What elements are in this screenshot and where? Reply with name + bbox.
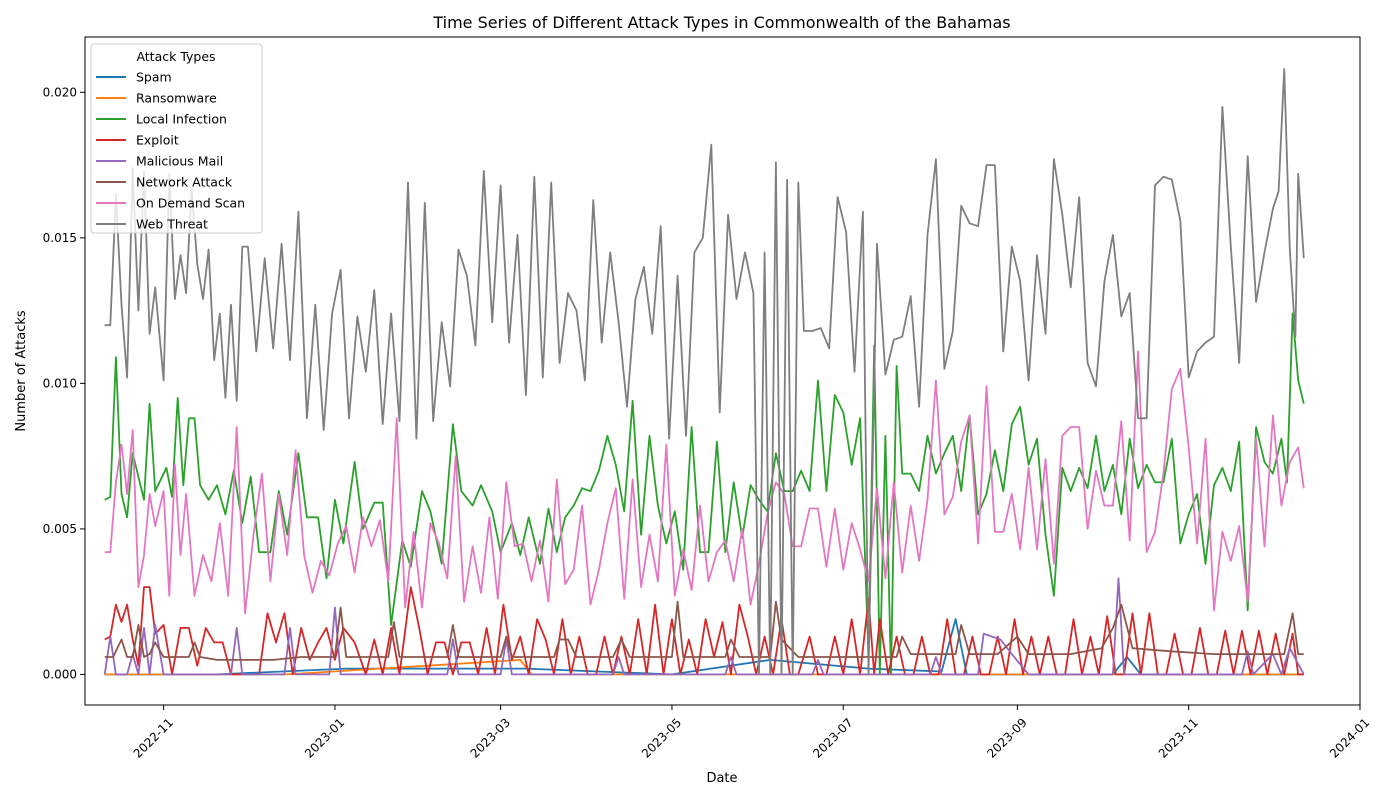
plot-frame (84, 36, 1361, 706)
series-line-web-threat (104, 68, 1305, 676)
legend-entry-label: Malicious Mail (136, 154, 223, 169)
legend-entry-label: Network Attack (136, 175, 233, 190)
y-tick-label: 0.005 (43, 522, 77, 536)
y-tick-label: 0.000 (43, 667, 77, 681)
legend-title: Attack Types (136, 49, 215, 64)
legend-entry-label: On Demand Scan (136, 196, 245, 211)
legend-entry-label: Ransomware (136, 91, 217, 106)
legend-entry-label: Spam (136, 70, 172, 85)
plot-series-group (103, 68, 1305, 676)
legend-entry-label: Exploit (136, 133, 179, 148)
series-line-on-demand-scan (104, 350, 1305, 615)
series-line-network-attack (104, 600, 1304, 661)
y-tick-label: 0.010 (43, 376, 77, 390)
x-axis-label: Date (706, 771, 737, 786)
y-tick-label: 0.020 (43, 85, 77, 99)
legend-box (90, 43, 263, 234)
y-tick-label: 0.015 (43, 231, 77, 245)
legend-entry-label: Web Threat (136, 217, 208, 232)
series-line-exploit (104, 586, 1304, 676)
y-axis: 0.000 0.005 0.010 0.015 0.020 (43, 85, 85, 681)
legend-entry-label: Local Infection (136, 112, 227, 127)
chart-title: Time Series of Different Attack Types in… (432, 13, 1010, 32)
y-axis-label: Number of Attacks (14, 310, 29, 432)
legend: Attack Types Spam Ransomware Local Infecti… (90, 43, 263, 234)
